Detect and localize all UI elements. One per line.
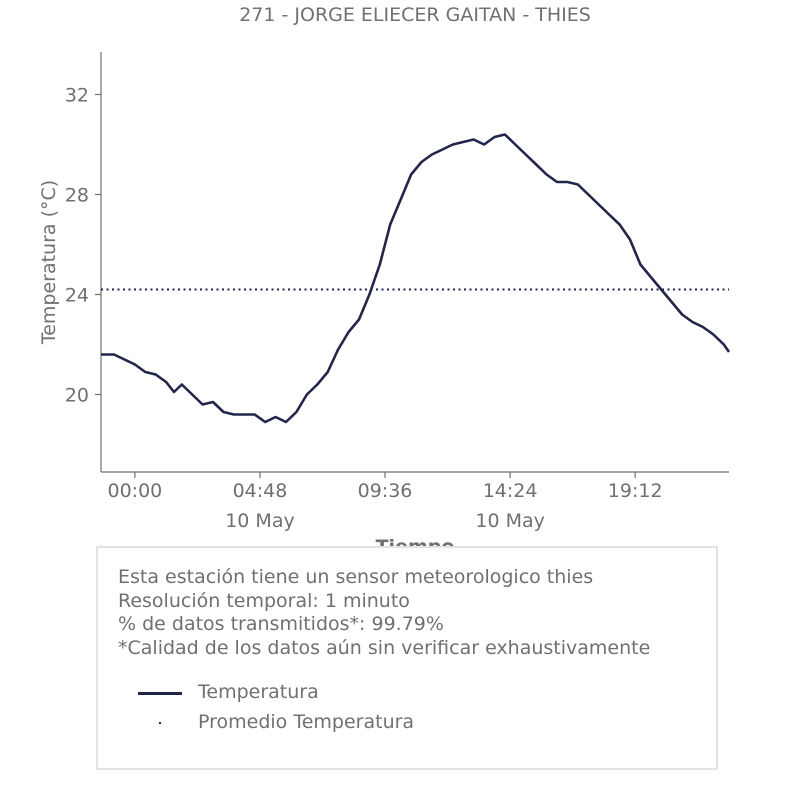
x-tick-label: 00:00 — [107, 480, 162, 502]
x-tick-label: 14:24 — [483, 480, 538, 502]
legend-dotted-line-icon — [159, 722, 161, 724]
y-tick-label: 28 — [65, 185, 89, 207]
y-tick-label: 20 — [65, 385, 89, 407]
legend-solid-line-icon — [138, 692, 182, 695]
info-box: Esta estación tiene un sensor meteorolog… — [96, 546, 718, 770]
legend-label: Temperatura — [198, 681, 319, 703]
x-tick-label: 19:12 — [608, 480, 663, 502]
y-tick-label: 24 — [65, 285, 89, 307]
temperature-chart: 271 - JORGE ELIECER GAITAN - THIES 20 24 2… — [38, 4, 731, 558]
info-line-resolution: Resolución temporal: 1 minuto — [118, 589, 410, 612]
x-tick-date-label: 10 May — [225, 510, 295, 532]
x-tick-label: 04:48 — [233, 480, 288, 502]
x-tick-date-label: 10 May — [475, 510, 545, 532]
legend-label: Promedio Temperatura — [198, 711, 415, 733]
series-temperature-line — [101, 133, 731, 424]
y-tick-label: 32 — [65, 85, 89, 107]
info-line-sensor: Esta estación tiene un sensor meteorolog… — [118, 566, 594, 588]
y-axis-label: Temperatura (°C) — [38, 180, 60, 345]
x-tick-label: 09:36 — [358, 480, 413, 502]
chart-title: 271 - JORGE ELIECER GAITAN - THIES — [239, 4, 591, 26]
info-line-quality: *Calidad de los datos aún sin verificar … — [118, 636, 651, 659]
info-text: Esta estación tiene un sensor meteorolog… — [118, 566, 650, 660]
info-line-transmitted: % de datos transmitidos*: 99.79% — [118, 613, 444, 635]
